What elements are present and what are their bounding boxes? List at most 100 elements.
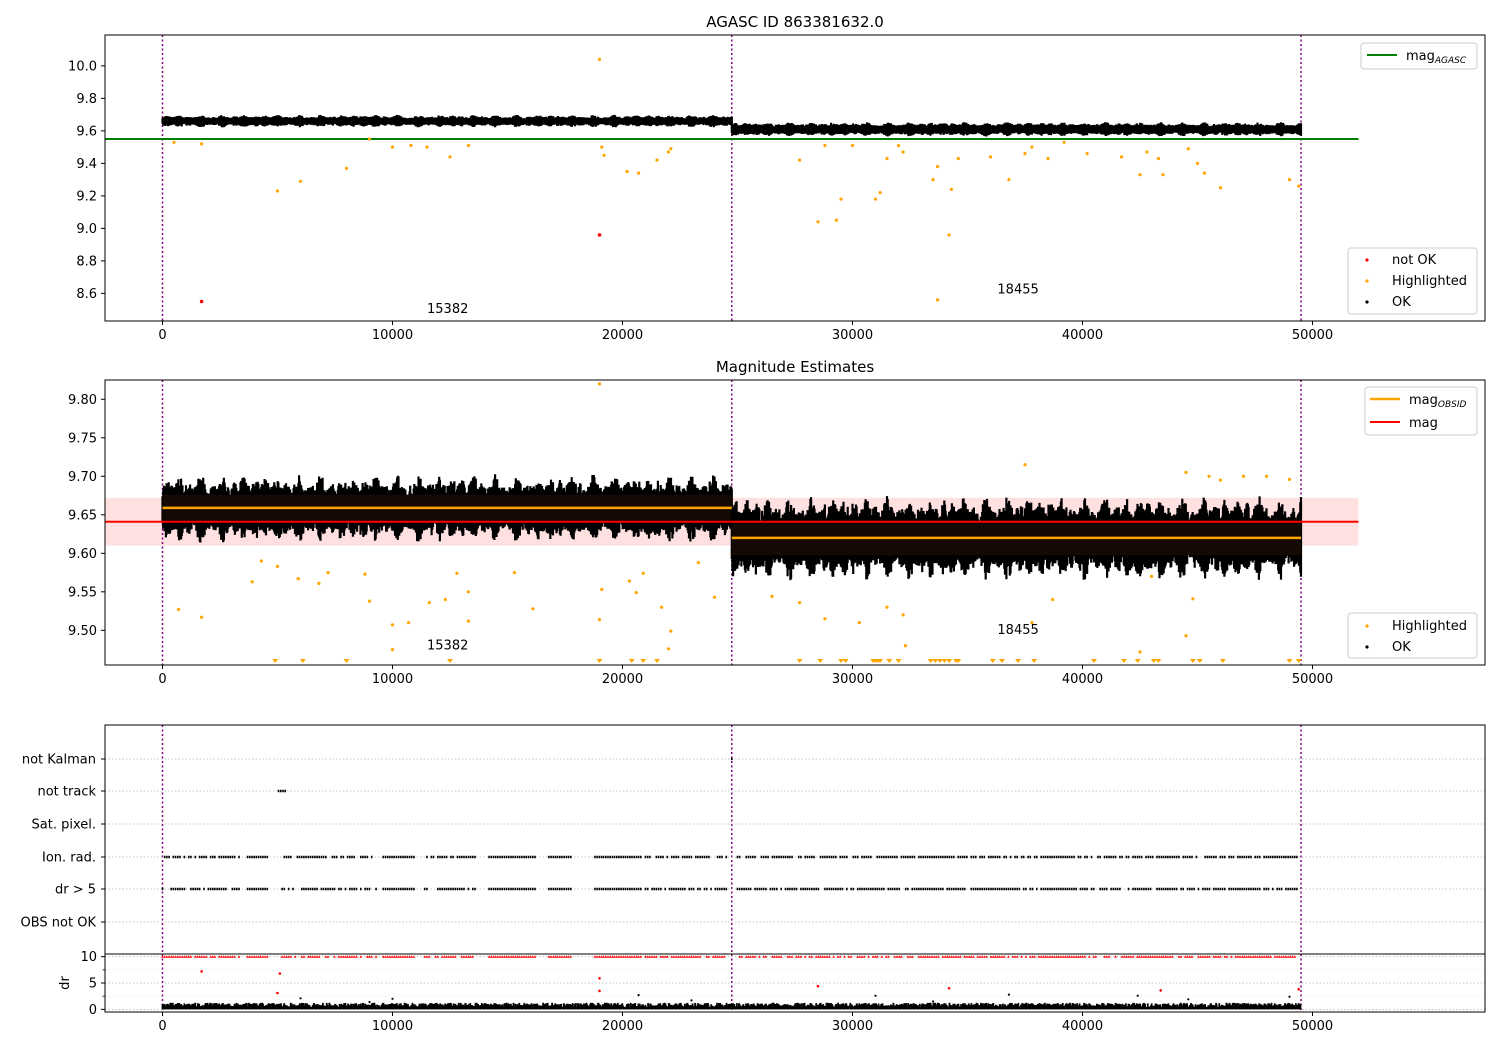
p2-highlighted-point-17 xyxy=(466,619,470,623)
p2-highlighted-point-15 xyxy=(455,571,459,575)
p2-low-marker-17 xyxy=(895,659,902,663)
p1-highlighted-point-21 xyxy=(823,143,827,148)
legend-not-ok-label: not OK xyxy=(1392,253,1437,268)
p3-flag-points-1 xyxy=(277,789,286,793)
p2-low-marker-5 xyxy=(628,659,635,663)
p4-black-outlier-8 xyxy=(1136,994,1139,997)
p2-highlighted-point-44 xyxy=(1191,597,1195,601)
p2-highlighted-point-11 xyxy=(390,648,395,652)
p2-highlighted-point-35 xyxy=(885,605,889,609)
p2-low-marker-0 xyxy=(272,659,279,663)
panel-mag-legend-lines: magOBSID mag xyxy=(1364,386,1478,436)
p2-low-marker-38 xyxy=(1295,659,1302,663)
p2-low-marker-37 xyxy=(1286,659,1293,663)
p1-highlighted-point-3 xyxy=(298,179,303,183)
p4-black-outlier-2 xyxy=(391,997,394,1000)
panel-agasc-legend-points: not OK Highlighted OK xyxy=(1347,247,1478,315)
p2-xtick-label-2: 20000 xyxy=(602,672,643,687)
p2-highlighted-point-19 xyxy=(531,607,535,611)
panel-agasc: AGASC ID 863381632.0 15382 18455 0 10000 20… xyxy=(68,13,1486,343)
panel-dr-ylabel: dr xyxy=(58,976,73,990)
p4-ytick-label-2: 10 xyxy=(80,950,97,965)
p4-xtick-label-0: 0 xyxy=(158,1019,166,1034)
p1-highlighted-point-18 xyxy=(669,147,673,151)
p2-low-marker-16 xyxy=(886,659,893,663)
p2-low-marker-26 xyxy=(999,659,1005,663)
p4-dr-ok-points xyxy=(161,1002,1302,1010)
p2-xtick-label-1: 10000 xyxy=(372,672,413,687)
p1-highlighted-point-30 xyxy=(931,178,935,182)
p2-low-marker-9 xyxy=(817,659,824,663)
p2-low-marker-25 xyxy=(989,659,996,663)
p2-xtick-label-3: 30000 xyxy=(832,672,873,687)
p2-highlighted-point-23 xyxy=(634,591,638,595)
p1-highlighted-point-2 xyxy=(275,189,280,193)
p2-highlighted-point-33 xyxy=(823,617,827,621)
p2-xtick-label-4: 40000 xyxy=(1062,672,1103,687)
p2-highlighted-point-29 xyxy=(712,595,717,599)
panel-dr: 0 10000 20000 30000 40000 50000 0 5 10 dr xyxy=(58,950,1486,1034)
p1-highlighted-point-15 xyxy=(637,171,641,175)
panel-agasc-legend-lines: magAGASC xyxy=(1360,42,1478,70)
p3-row-label-3: Ion. rad. xyxy=(42,851,96,866)
p3-flag-points-4 xyxy=(161,887,1298,891)
p2-highlighted-point-28 xyxy=(696,561,701,565)
p1-highlighted-point-28 xyxy=(896,143,901,148)
p1-ytick-label-2: 9.0 xyxy=(76,222,97,237)
p2-highlighted-point-43 xyxy=(1184,634,1188,638)
p3-row-label-5: OBS not OK xyxy=(21,916,97,931)
panel-dr-plot-area xyxy=(105,954,1485,1012)
p4-black-outlier-3 xyxy=(637,994,640,997)
panel-mag-frame xyxy=(104,379,1486,666)
p2-low-marker-18 xyxy=(927,659,934,663)
p1-highlighted-point-19 xyxy=(798,158,802,162)
p1-xtick-label-1: 10000 xyxy=(372,328,413,343)
p4-black-outlier-5 xyxy=(874,994,877,997)
p1-highlighted-point-27 xyxy=(885,156,889,161)
p1-obsid-label-1: 18455 xyxy=(997,282,1038,297)
p2-highlighted-point-1 xyxy=(200,615,204,619)
legend-mag-ok-label: OK xyxy=(1392,640,1411,655)
p1-xtick-label-5: 50000 xyxy=(1292,328,1333,343)
p1-highlighted-point-6 xyxy=(390,145,395,149)
p2-highlighted-point-5 xyxy=(296,577,300,581)
p1-ytick-label-4: 9.4 xyxy=(76,157,97,172)
p2-highlighted-point-26 xyxy=(669,629,673,633)
p1-highlighted-point-20 xyxy=(816,220,820,224)
p2-highlighted-point-25 xyxy=(660,605,664,609)
p2-low-marker-11 xyxy=(842,659,849,663)
p4-black-outlier-6 xyxy=(931,1000,935,1003)
p2-low-marker-10 xyxy=(838,659,844,663)
p2-low-marker-2 xyxy=(343,659,350,663)
p4-black-outlier-0 xyxy=(299,997,302,1000)
p1-highlighted-point-22 xyxy=(834,218,839,222)
p2-highlighted-point-14 xyxy=(443,597,447,602)
p2-obsid-label-0: 15382 xyxy=(427,639,468,654)
p4-black-outlier-7 xyxy=(1007,993,1011,996)
p2-ytick-label-6: 9.80 xyxy=(68,393,97,408)
legend-mag-label: mag xyxy=(1409,416,1438,431)
panel-flags: not Kalman not track Sat. pixel. Ion. rad. d… xyxy=(21,724,1486,955)
p2-low-marker-20 xyxy=(936,659,943,663)
p3-row-label-0: not Kalman xyxy=(22,753,96,768)
p2-xtick-label-0: 0 xyxy=(158,672,166,687)
p1-ytick-label-5: 9.6 xyxy=(76,124,97,139)
legend-mag-highlighted-marker xyxy=(1365,624,1369,628)
p4-red-outlier-7 xyxy=(1159,989,1162,992)
p2-highlighted-point-30 xyxy=(597,382,602,386)
panel-mag-legend-points: Highlighted OK xyxy=(1347,612,1478,659)
p4-red-outlier-4 xyxy=(598,989,601,993)
panel-agasc-axes: 0 10000 20000 30000 40000 50000 8.6 8.8 9.0 9.2 9.… xyxy=(68,59,1333,343)
p2-highlighted-point-2 xyxy=(250,580,254,584)
p1-xtick-label-3: 30000 xyxy=(832,328,873,343)
panel-agasc-frame xyxy=(104,34,1486,322)
p4-black-outlier-1 xyxy=(368,1000,371,1004)
p2-low-marker-33 xyxy=(1155,659,1162,663)
legend-mag-ok-marker xyxy=(1365,645,1369,649)
p2-low-marker-8 xyxy=(796,659,803,663)
p1-highlighted-point-1 xyxy=(200,142,204,146)
p2-highlighted-point-37 xyxy=(903,644,908,648)
p1-highlighted-point-49 xyxy=(1195,161,1200,165)
p2-obsid-label-1: 18455 xyxy=(997,623,1038,638)
p2-low-marker-36 xyxy=(1219,659,1226,663)
